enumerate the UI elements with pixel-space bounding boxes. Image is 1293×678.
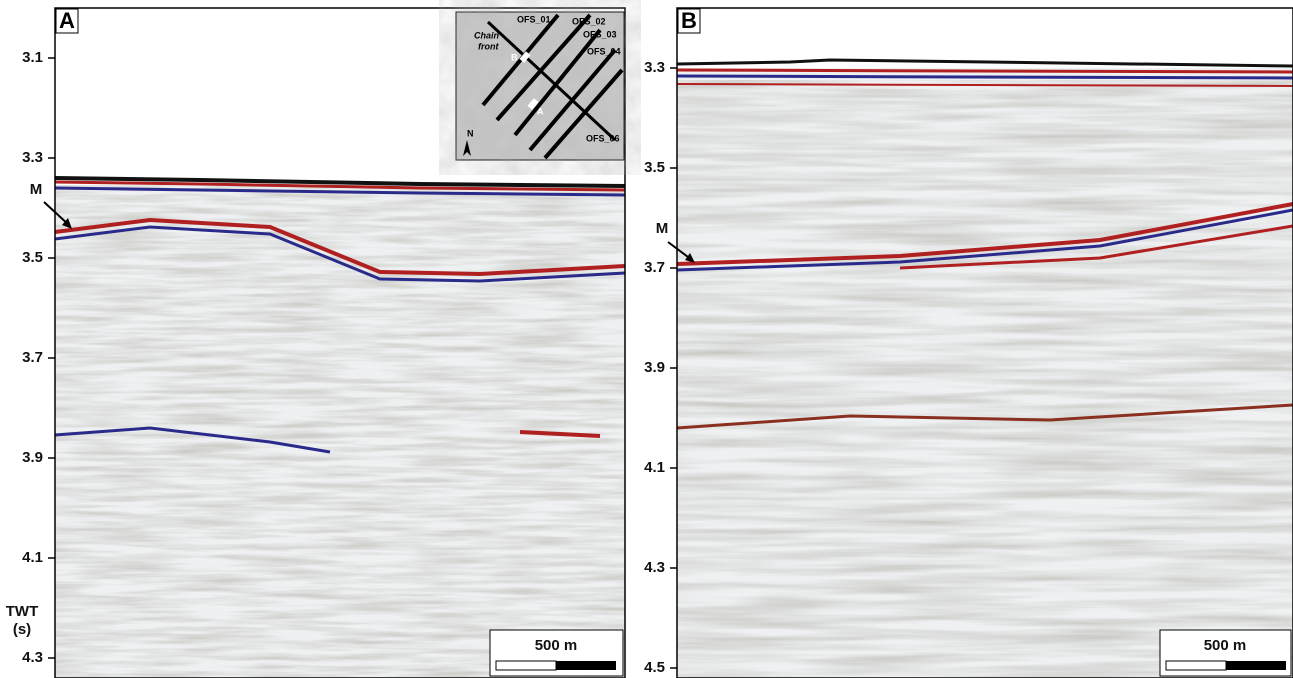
reflector — [54, 180, 626, 192]
panel-label: B — [681, 8, 697, 33]
north-label: N — [467, 128, 474, 138]
scale-bar — [1226, 661, 1286, 670]
horizon-label: M — [30, 181, 43, 198]
arrow-head — [685, 253, 695, 263]
line-label: OFS_01 — [517, 14, 551, 24]
reflector — [54, 426, 331, 454]
inset-map: OFS_01 OFS_02 OFS_03 OFS_04 OFS_06 Chain… — [455, 11, 625, 161]
y-tick-label: 3.3 — [22, 149, 43, 166]
y-tick-label: 3.5 — [644, 159, 665, 176]
seafloor — [54, 176, 626, 188]
site-marker — [519, 51, 531, 63]
reflector — [519, 430, 601, 438]
axis-title: TWT — [6, 603, 38, 620]
panel-b: B M 500 m — [656, 7, 1293, 678]
y-tick-label: 4.3 — [644, 559, 665, 576]
reflector — [676, 68, 1293, 74]
scale-bar — [556, 661, 616, 670]
y-tick-label: 3.3 — [644, 59, 665, 76]
label-box — [677, 8, 701, 34]
panel-border — [676, 7, 1293, 678]
site-label: A — [537, 106, 544, 116]
scale-bar — [1165, 660, 1227, 671]
seismic-texture — [677, 80, 1293, 678]
y-tick-label: 4.1 — [22, 549, 43, 566]
reflector — [676, 83, 1293, 87]
axis-unit: (s) — [13, 621, 31, 638]
reflector — [899, 224, 1293, 270]
m-horizon — [676, 202, 1293, 266]
line-label: OFS_04 — [587, 46, 621, 56]
scale-bar — [495, 660, 557, 671]
place-label: front — [478, 41, 499, 51]
y-tick-label: 4.1 — [644, 459, 665, 476]
panel-label: A — [59, 8, 75, 33]
profile-line — [543, 68, 624, 160]
place-label: Chain — [474, 30, 500, 40]
panel-border — [54, 7, 626, 678]
line-label: OFS_06 — [586, 133, 620, 143]
profile-line — [495, 13, 592, 122]
m-horizon — [54, 225, 626, 283]
seafloor — [676, 58, 1293, 68]
profile-line — [513, 28, 602, 137]
reflector — [676, 74, 1293, 80]
north-arrow — [463, 140, 471, 156]
y-tick-label: 3.7 — [644, 259, 665, 276]
site-marker — [527, 98, 539, 110]
y-tick-label: 4.5 — [644, 659, 665, 676]
line-label: OFS_03 — [583, 29, 617, 39]
scale-label: 500 m — [1204, 637, 1247, 654]
label-box — [55, 8, 79, 34]
y-tick-label: 3.9 — [644, 359, 665, 376]
y-tick-label: 4.3 — [22, 649, 43, 666]
reflector — [676, 403, 1293, 430]
m-horizon — [676, 208, 1293, 272]
y-tick-label: 3.1 — [22, 49, 43, 66]
line-label: OFS_02 — [572, 16, 606, 26]
y-tick-label: 3.9 — [22, 449, 43, 466]
profile-line — [481, 13, 560, 107]
m-horizon — [54, 217, 626, 277]
horizon-label: M — [656, 220, 669, 237]
arrow-head — [62, 218, 72, 229]
y-tick-label: 3.7 — [22, 349, 43, 366]
site-label: B — [511, 52, 518, 62]
profile-line — [486, 20, 617, 142]
panel-a: A M TWT (s) 500 m OFS_01 OFS_02 — [6, 7, 626, 678]
y-tick-label: 3.5 — [22, 249, 43, 266]
scale-label: 500 m — [535, 637, 578, 654]
reflector — [54, 186, 626, 197]
